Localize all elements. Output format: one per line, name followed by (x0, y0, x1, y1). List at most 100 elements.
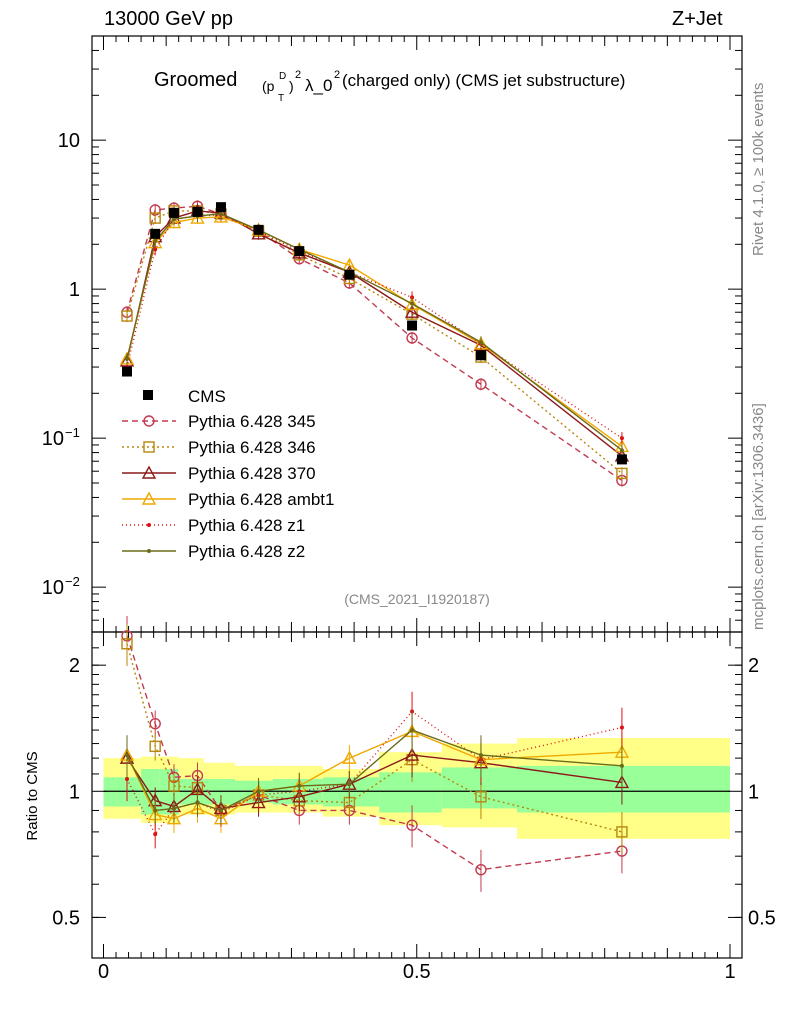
x-tick-label: 0.5 (403, 961, 431, 983)
ratio-line-pythia-6.428-z1 (126, 710, 623, 836)
marker-square (121, 310, 133, 322)
marker-dot (153, 832, 158, 837)
marker-square (121, 638, 133, 650)
marker-circle (406, 332, 418, 344)
marker-circle (475, 863, 487, 876)
marker-dot (124, 753, 129, 758)
chart-title: Groomed (p T D ) 2 λ_0 2 (charged only) … (154, 69, 625, 104)
cms-data-point (253, 224, 264, 235)
main-series-layer (119, 200, 630, 487)
marker-dot (619, 448, 624, 453)
title-close: ) (289, 78, 294, 94)
marker-square (143, 441, 155, 453)
series-line-pythia-6.428-346 (126, 210, 623, 474)
marker-dot (147, 549, 151, 553)
cms-data-point (192, 206, 203, 217)
legend: CMS Pythia 6.428 345 Pythia 6.428 346 Pythi… (122, 387, 334, 561)
cms-data-point (168, 207, 179, 218)
marker-circle (149, 717, 161, 730)
legend-label: Pythia 6.428 345 (188, 412, 316, 431)
marker-dot (619, 725, 624, 730)
title-sub: T (278, 93, 284, 104)
marker-square (149, 740, 161, 753)
title-prefix: Groomed (154, 69, 237, 91)
marker-square (616, 826, 628, 838)
marker-dot (153, 808, 158, 813)
marker-dot (478, 340, 483, 345)
x-tick-label: 1 (724, 961, 735, 983)
marker-dot (256, 789, 261, 794)
y-tick-label: 10 (42, 428, 64, 450)
cms-data-point (294, 246, 305, 257)
marker-dot (478, 753, 483, 758)
analysis-id-label: (CMS_2021_I1920187) (344, 591, 490, 607)
title-sup: D (279, 71, 286, 82)
marker-square (168, 780, 180, 792)
title-suffix: (charged only) (CMS jet substructure) (342, 71, 625, 90)
title-lambda: λ_0 (305, 76, 332, 95)
marker-triangle (190, 210, 205, 224)
y-tick-exponent: −1 (65, 425, 80, 440)
y-tick-label-right: 2 (748, 655, 759, 677)
marker-triangle (342, 750, 357, 764)
legend-label: Pythia 6.428 z2 (188, 542, 305, 561)
marker-triangle (213, 209, 229, 223)
marker-dot (218, 808, 223, 813)
cms-data-point (616, 454, 627, 465)
ratio-axis-label: Ratio to CMS (24, 751, 41, 840)
marker-dot (218, 211, 223, 216)
x-tick-label: 0 (98, 961, 109, 983)
legend-label: Pythia 6.428 370 (188, 464, 316, 483)
marker-dot (619, 436, 624, 441)
marker-dot (153, 239, 158, 244)
y-tick-exponent: −2 (65, 574, 80, 589)
legend-label: CMS (188, 387, 226, 406)
y-tick-label-right: 0.5 (748, 907, 776, 929)
marker-triangle (404, 747, 420, 761)
marker-dot (124, 356, 129, 361)
ratio-series-layer (119, 616, 630, 892)
marker-square (149, 212, 161, 224)
title-p: (p (262, 78, 275, 94)
marker-dot (410, 301, 415, 306)
y-tick-label: 0.5 (52, 907, 80, 929)
marker-dot (147, 523, 151, 527)
marker-dot (171, 806, 176, 811)
y-tick-label: 10 (42, 577, 64, 599)
y-tick-label: 1 (69, 781, 80, 803)
legend-label: Pythia 6.428 346 (188, 438, 316, 457)
marker-square (616, 467, 628, 480)
marker-dot (297, 783, 302, 788)
y-tick-label-right: 1 (748, 781, 759, 803)
legend-label: Pythia 6.428 z1 (188, 516, 305, 535)
marker-triangle (141, 491, 157, 505)
marker-dot (124, 776, 129, 781)
marker-circle (475, 378, 487, 390)
marker-dot (410, 295, 415, 300)
marker-dot (153, 247, 158, 252)
header-right-label: Z+Jet (672, 8, 723, 30)
y-tick-label: 1 (69, 279, 80, 301)
cms-data-point (344, 269, 355, 280)
marker-triangle (166, 811, 182, 825)
header-left-label: 13000 GeV pp (104, 8, 233, 30)
marker-triangle (141, 465, 157, 479)
y-tick-label: 10 (58, 130, 80, 152)
marker-dot (619, 763, 624, 768)
ratio-line-pythia-6.428-346 (126, 643, 623, 833)
y-tick-label: 2 (69, 655, 80, 677)
cms-data-point (215, 202, 226, 213)
marker-dot (410, 728, 415, 733)
legend-label: Pythia 6.428 ambt1 (188, 490, 334, 509)
marker-dot (171, 217, 176, 222)
band-inner-bin (379, 772, 442, 813)
band-inner-bin (516, 765, 730, 813)
ratio-panel-frame: 0.5 0.5 1 1 2 2 0 0.5 1 (52, 631, 776, 983)
marker-triangle (404, 304, 420, 318)
cms-data-point (407, 320, 418, 331)
cms-data-point (475, 350, 486, 361)
cms-data-point (150, 228, 161, 239)
marker-dot (195, 800, 200, 805)
